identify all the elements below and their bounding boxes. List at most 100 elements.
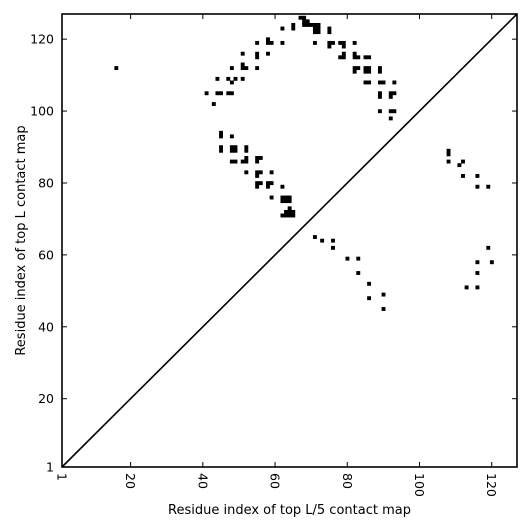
contact-point — [284, 209, 288, 214]
contact-point — [229, 134, 234, 139]
contact-point — [331, 245, 335, 250]
contact-point — [255, 55, 260, 60]
contact-point — [266, 40, 270, 45]
contact-point — [266, 181, 270, 186]
x-tick-label: 120 — [484, 473, 499, 497]
contact-point — [341, 44, 346, 49]
contact-point — [229, 148, 234, 153]
contact-point — [345, 256, 350, 261]
contact-point — [244, 159, 249, 164]
contact-point — [266, 51, 270, 56]
contact-point — [392, 91, 397, 96]
contact-point — [457, 163, 462, 168]
contact-point — [327, 30, 332, 35]
contact-point — [489, 260, 494, 265]
contact-point — [287, 213, 292, 218]
contact-point — [244, 145, 249, 150]
contact-points — [114, 15, 494, 311]
contact-point — [302, 15, 307, 20]
contact-point — [392, 109, 397, 114]
contact-point — [284, 213, 288, 218]
contact-point — [280, 184, 285, 189]
contact-point — [258, 181, 263, 186]
contact-point — [255, 159, 260, 164]
contact-point — [233, 145, 238, 150]
contact-point — [258, 156, 263, 160]
y-tick-label: 1 — [46, 460, 54, 475]
contact-point — [219, 134, 223, 139]
contact-point — [284, 199, 288, 204]
contact-point — [377, 80, 382, 85]
contact-point — [388, 116, 393, 121]
contact-point — [215, 76, 220, 81]
x-tick-label: 1 — [55, 473, 70, 481]
contact-point — [475, 184, 480, 189]
contact-point — [388, 94, 393, 99]
contact-point — [341, 40, 346, 45]
contact-point — [377, 109, 382, 114]
contact-point — [226, 76, 231, 81]
contact-point — [381, 80, 386, 85]
contact-point — [255, 173, 260, 178]
contact-point — [229, 66, 234, 71]
contact-point — [367, 55, 372, 60]
x-axis-ticks: 1 20 40 60 80 100 120 — [55, 14, 499, 497]
x-tick-label: 60 — [268, 473, 283, 489]
contact-point — [298, 15, 303, 20]
contact-point — [377, 94, 382, 99]
contact-point — [316, 26, 321, 31]
contact-point — [269, 195, 274, 200]
x-tick-label: 80 — [340, 473, 355, 489]
contact-point — [269, 40, 274, 45]
contact-point — [327, 40, 332, 45]
contact-point — [244, 156, 249, 160]
x-axis-label: Residue index of top L/5 contact map — [168, 503, 411, 518]
contact-point — [367, 69, 372, 74]
contact-point — [356, 271, 361, 275]
contact-point — [352, 66, 357, 71]
contact-point — [338, 40, 343, 45]
contact-point — [377, 91, 382, 96]
contact-point — [312, 235, 317, 240]
contact-point — [244, 148, 249, 153]
contact-point — [381, 307, 386, 311]
contact-point — [388, 109, 393, 114]
contact-point — [312, 22, 317, 27]
contact-point — [475, 271, 480, 275]
contact-point — [446, 152, 451, 157]
x-tick-label: 100 — [412, 473, 427, 497]
contact-point — [363, 66, 368, 71]
contact-point — [255, 40, 260, 45]
contact-point — [312, 40, 317, 45]
contact-point — [240, 66, 245, 71]
contact-point — [367, 281, 372, 286]
contact-point — [284, 195, 288, 200]
contact-point — [338, 55, 343, 60]
contact-point — [486, 245, 491, 250]
contact-point — [327, 44, 332, 49]
contact-point — [312, 30, 317, 35]
contact-point — [352, 51, 357, 56]
contact-point — [287, 206, 292, 211]
x-tick-label: 40 — [195, 473, 210, 489]
contact-point — [305, 19, 310, 24]
contact-point — [331, 40, 335, 45]
contact-point — [356, 55, 361, 60]
contact-point — [392, 80, 397, 85]
contact-point — [352, 55, 357, 60]
contact-point — [229, 159, 234, 164]
contact-point — [215, 91, 220, 96]
contact-point — [280, 195, 285, 200]
contact-point — [240, 76, 245, 81]
contact-point — [280, 199, 285, 204]
x-tick-label: 20 — [123, 473, 138, 489]
contact-point — [269, 181, 274, 186]
contact-point — [211, 102, 216, 106]
contact-point — [229, 91, 234, 96]
y-tick-label: 80 — [38, 175, 54, 190]
contact-point — [219, 145, 223, 150]
contact-point — [475, 285, 480, 290]
diagonal-line — [61, 13, 518, 468]
contact-point — [341, 55, 346, 60]
